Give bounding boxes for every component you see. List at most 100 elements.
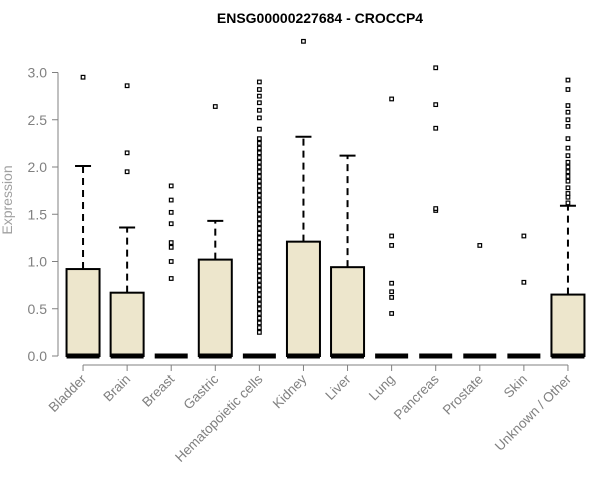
- outlier-point: [256, 259, 262, 264]
- y-tick-label: 3.0: [28, 65, 48, 81]
- box-pancreas: [419, 65, 453, 359]
- box-prostate: [463, 243, 497, 359]
- outlier-point: [389, 295, 395, 300]
- outlier-point: [433, 102, 439, 108]
- outlier-point: [565, 164, 571, 170]
- outlier-point: [256, 100, 262, 106]
- outlier-point: [168, 183, 174, 189]
- box-skin: [507, 233, 541, 359]
- box-rect: [285, 240, 321, 357]
- box-rect: [109, 291, 145, 357]
- y-axis-label: Expression: [0, 165, 15, 234]
- x-tick-label: Brain: [100, 372, 133, 405]
- outlier-point: [565, 136, 571, 142]
- outlier-point: [256, 136, 262, 142]
- outlier-point: [256, 79, 262, 85]
- outlier-point: [256, 320, 262, 326]
- outlier-point: [256, 268, 262, 274]
- outlier-point: [256, 287, 262, 293]
- outlier-point: [256, 159, 262, 165]
- outlier-point: [565, 117, 571, 123]
- y-tick-label: 2.0: [28, 159, 48, 175]
- outlier-point: [256, 296, 262, 302]
- outlier-point: [212, 104, 218, 109]
- outlier-point: [256, 235, 262, 241]
- chart-title: ENSG00000227684 - CROCCP4: [217, 10, 423, 26]
- x-tick-label: Unknown / Other: [492, 371, 575, 454]
- outlier-point: [168, 197, 174, 203]
- outlier-point: [256, 273, 262, 279]
- box-kidney: [285, 38, 321, 359]
- y-tick-label: 0.5: [28, 301, 48, 317]
- outlier-point: [477, 243, 483, 248]
- x-tick-label: Gastric: [181, 371, 222, 412]
- x-tick-label: Pancreas: [391, 371, 442, 422]
- y-tick-label: 2.5: [28, 112, 48, 128]
- box-unknown-other: [550, 77, 586, 359]
- outlier-point: [256, 202, 262, 208]
- outlier-point: [256, 325, 262, 331]
- box-breast: [154, 183, 188, 359]
- outlier-point: [433, 206, 439, 211]
- outlier-point: [256, 150, 262, 156]
- outlier-point: [256, 87, 262, 92]
- outlier-point: [168, 221, 174, 227]
- box-rect: [550, 293, 586, 358]
- outlier-point: [256, 211, 262, 217]
- outlier-point: [565, 174, 571, 179]
- outlier-point: [389, 243, 395, 248]
- outlier-point: [565, 109, 571, 115]
- outlier-point: [124, 150, 130, 156]
- outlier-point: [256, 216, 262, 222]
- outlier-point: [256, 192, 262, 198]
- outlier-point: [256, 115, 262, 121]
- outlier-point: [256, 183, 262, 189]
- outlier-point: [301, 38, 306, 44]
- outlier-point: [256, 306, 262, 312]
- outlier-point: [256, 315, 262, 321]
- x-tick-label: Breast: [139, 371, 177, 409]
- outlier-point: [565, 159, 571, 165]
- outlier-point: [256, 93, 262, 99]
- outlier-point: [521, 233, 527, 239]
- x-tick-label: Lung: [366, 372, 398, 404]
- box-bladder: [65, 74, 101, 359]
- plot-area: 0.0 0.5 1.0 1.5 2.0 2.5 3.0 Bladder Brain Breast G…: [28, 38, 586, 465]
- outlier-point: [256, 178, 262, 184]
- outlier-point: [565, 194, 571, 200]
- outlier-point: [168, 276, 174, 281]
- outlier-point: [565, 87, 571, 92]
- box-rect: [197, 258, 233, 357]
- y-tick-label: 0.0: [28, 348, 48, 364]
- outlier-point: [256, 140, 262, 146]
- box-liver: [330, 154, 366, 359]
- outlier-point: [256, 126, 262, 132]
- outlier-point: [565, 153, 571, 159]
- outlier-point: [168, 209, 174, 215]
- outlier-point: [256, 197, 262, 203]
- outlier-point: [256, 263, 262, 269]
- box-brain: [109, 83, 145, 359]
- outlier-point: [256, 249, 262, 255]
- outlier-point: [521, 279, 527, 285]
- outlier-point: [389, 96, 395, 102]
- box-hematopoietic-cells: [242, 79, 276, 359]
- outlier-point: [433, 125, 439, 131]
- outlier-point: [389, 233, 395, 239]
- outlier-point: [168, 259, 174, 264]
- x-tick-label: Liver: [322, 371, 354, 403]
- outlier-point: [256, 155, 262, 160]
- outlier-point: [256, 244, 262, 250]
- outlier-point: [168, 244, 174, 250]
- box-rect: [330, 266, 366, 358]
- x-tick-label: Kidney: [270, 371, 310, 411]
- outlier-point: [256, 278, 262, 283]
- x-tick-label: Prostate: [440, 372, 486, 418]
- y-tick-label: 1.0: [28, 254, 48, 270]
- outlier-point: [256, 240, 262, 246]
- x-tick-label: Bladder: [46, 371, 90, 415]
- outlier-point: [256, 145, 262, 151]
- outlier-point: [565, 178, 571, 184]
- outlier-point: [256, 174, 262, 179]
